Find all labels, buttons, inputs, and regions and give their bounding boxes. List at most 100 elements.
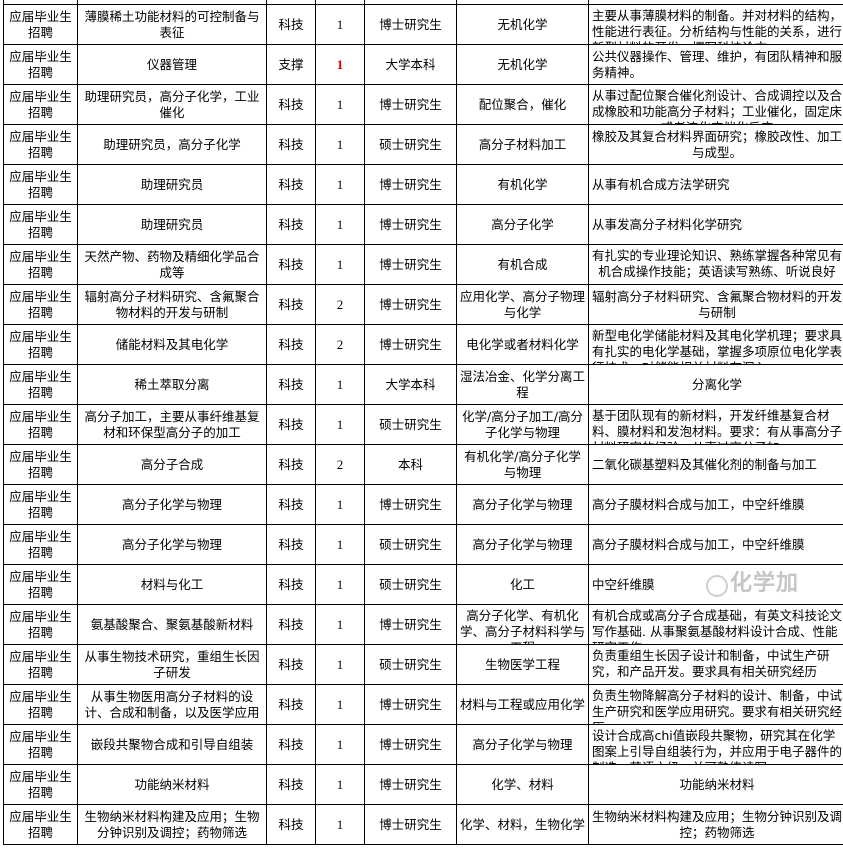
table-row: 应届毕业生招聘 功能纳米材料 科技 1 博士研究生 化学、材料 功能纳米材料 (3, 764, 843, 805)
category-text: 科技 (278, 336, 304, 352)
category-cell: 科技 (266, 124, 316, 165)
education-cell: 硕士研究生 (364, 564, 457, 605)
count-text: 2 (336, 296, 344, 312)
count-text: 1 (336, 776, 344, 792)
category-text: 科技 (278, 456, 304, 472)
table-row: 应届毕业生招聘 氨基酸聚合、聚氨基酸新材料 科技 1 博士研究生 高分子化学、有机化学、高… (3, 604, 843, 645)
count-cell: 1 (315, 804, 365, 845)
category-text: 科技 (278, 296, 304, 312)
requirement-cell: 负责重组生长因子设计和制备，中试生产研究，和产品开发。要求具有相关研究经历 (588, 644, 843, 685)
category-text: 科技 (278, 96, 304, 112)
type-cell: 应届毕业生招聘 (3, 684, 78, 725)
requirement-text: 设计合成高chi值嵌段共聚物，研究其在化学图案上引导自组装行为，并应用于电子器件… (592, 728, 843, 764)
type-cell: 应届毕业生招聘 (3, 364, 78, 405)
education-cell: 博士研究生 (364, 324, 457, 365)
count-cell: 1 (315, 564, 365, 605)
requirement-text: 从事发高分子材料化学研究 (592, 216, 743, 232)
education-text: 硕士研究生 (379, 536, 442, 552)
count-text: 1 (336, 576, 344, 592)
category-cell: 科技 (266, 364, 316, 405)
position-cell: 助理研究员 (77, 164, 267, 205)
count-cell: 2 (315, 284, 365, 325)
major-text: 生物医学工程 (484, 656, 560, 672)
category-text: 科技 (278, 496, 304, 512)
education-text: 博士研究生 (379, 336, 442, 352)
table-row: 应届毕业生招聘 助理研究员 科技 1 博士研究生 有机化学 从事有机合成方法学研究 (3, 164, 843, 205)
type-text: 应届毕业生招聘 (9, 488, 72, 520)
position-cell: 储能材料及其电化学 (77, 324, 267, 365)
requirement-text: 基于团队现有的新材料，开发纤维基复合材料、膜材料和发泡材料。要求：有从事高分子材… (592, 408, 843, 444)
education-cell: 博士研究生 (364, 804, 457, 845)
requirement-cell: 公共仪器操作、管理、维护，有团队精神和服务精神。 (588, 44, 843, 85)
count-cell: 2 (315, 444, 365, 485)
count-cell: 1 (315, 604, 365, 645)
position-text: 薄膜稀土功能材料的可控制备与表征 (84, 8, 260, 40)
category-cell: 科技 (266, 324, 316, 365)
major-text: 高分子化学、有机化学、高分子材料科学与工程 (460, 608, 586, 644)
category-cell: 科技 (266, 164, 316, 205)
type-text: 应届毕业生招聘 (9, 528, 72, 560)
education-text: 硕士研究生 (379, 416, 442, 432)
previous-row-edge (3, 0, 843, 4)
requirement-cell: 生物纳米材料构建及应用；生物分钟识别及调控；药物筛选 (588, 804, 843, 845)
type-text: 应届毕业生招聘 (9, 808, 72, 840)
category-cell: 科技 (266, 204, 316, 245)
type-cell: 应届毕业生招聘 (3, 564, 78, 605)
count-cell: 1 (315, 364, 365, 405)
major-text: 配位聚合，催化 (478, 96, 567, 112)
education-text: 博士研究生 (379, 496, 442, 512)
major-text: 高分子化学与物理 (472, 496, 573, 512)
major-text: 无机化学 (497, 56, 548, 72)
requirement-cell: 从事发高分子材料化学研究 (588, 204, 843, 245)
education-cell: 博士研究生 (364, 724, 457, 765)
requirement-cell: 辐射高分子材料研究、含氟聚合物材料的开发与研制 (588, 284, 843, 325)
type-text: 应届毕业生招聘 (9, 368, 72, 400)
position-cell: 高分子加工，主要从事纤维基复材和环保型高分子的加工 (77, 404, 267, 445)
type-text: 应届毕业生招聘 (9, 328, 72, 360)
requirement-cell: 基于团队现有的新材料，开发纤维基复合材料、膜材料和发泡材料。要求：有从事高分子材… (588, 404, 843, 445)
education-text: 硕士研究生 (379, 576, 442, 592)
major-text: 无机化学 (497, 16, 548, 32)
major-cell: 有机化学/高分子化学与物理 (456, 444, 589, 485)
position-cell: 高分子合成 (77, 444, 267, 485)
education-cell: 大学本科 (364, 364, 457, 405)
category-text: 科技 (278, 536, 304, 552)
position-text: 辐射高分子材料研究、含氟聚合物材料的开发与研制 (84, 288, 260, 320)
major-cell: 有机化学 (456, 164, 589, 205)
major-text: 高分子化学 (491, 216, 554, 232)
education-cell: 本科 (364, 444, 457, 485)
major-cell: 高分子化学与物理 (456, 724, 589, 765)
category-cell: 科技 (266, 484, 316, 525)
requirement-text: 高分子膜材料合成与加工，中空纤维膜 (592, 536, 805, 552)
major-text: 有机化学/高分子化学与物理 (464, 448, 581, 480)
position-text: 助理研究员 (140, 176, 204, 192)
category-cell: 科技 (266, 764, 316, 805)
type-cell: 应届毕业生招聘 (3, 644, 78, 685)
table-row: 应届毕业生招聘 助理研究员，高分子化学 科技 1 硕士研究生 高分子材料加工 橡胶及其复合材… (3, 124, 843, 165)
position-text: 助理研究员，高分子化学，工业催化 (84, 88, 260, 120)
type-cell: 应届毕业生招聘 (3, 404, 78, 445)
type-cell: 应届毕业生招聘 (3, 4, 78, 45)
requirement-cell: 有机合成或高分子合成基础，有英文科技论文写作基础. 从事聚氨基酸材料设计合成、性… (588, 604, 843, 645)
requirement-cell: 主要从事薄膜材料的制备。并对材料的结构，性能进行表征。分析结构与性能的关系，进行… (588, 4, 843, 45)
count-text: 1 (336, 256, 344, 272)
position-cell: 天然产物、药物及精细化学品合成等 (77, 244, 267, 285)
column-edge (3, 0, 4, 4)
position-text: 从事生物医用高分子材料的设计、合成和制备，以及医学应用 (84, 688, 260, 720)
education-text: 硕士研究生 (379, 136, 442, 152)
category-text: 科技 (278, 696, 304, 712)
type-text: 应届毕业生招聘 (9, 208, 72, 240)
major-cell: 高分子化学与物理 (456, 484, 589, 525)
type-cell: 应届毕业生招聘 (3, 44, 78, 85)
requirement-text: 二氧化碳基塑料及其催化剂的制备与加工 (592, 456, 818, 472)
major-text: 化学、材料，生物化学 (460, 816, 586, 832)
requirement-cell: 设计合成高chi值嵌段共聚物，研究其在化学图案上引导自组装行为，并应用于电子器件… (588, 724, 843, 765)
category-text: 科技 (278, 736, 304, 752)
count-text: 1 (336, 496, 344, 512)
type-cell: 应届毕业生招聘 (3, 124, 78, 165)
type-text: 应届毕业生招聘 (9, 248, 72, 280)
category-text: 科技 (278, 376, 304, 392)
education-cell: 硕士研究生 (364, 124, 457, 165)
major-cell: 化学、材料 (456, 764, 589, 805)
type-cell: 应届毕业生招聘 (3, 244, 78, 285)
